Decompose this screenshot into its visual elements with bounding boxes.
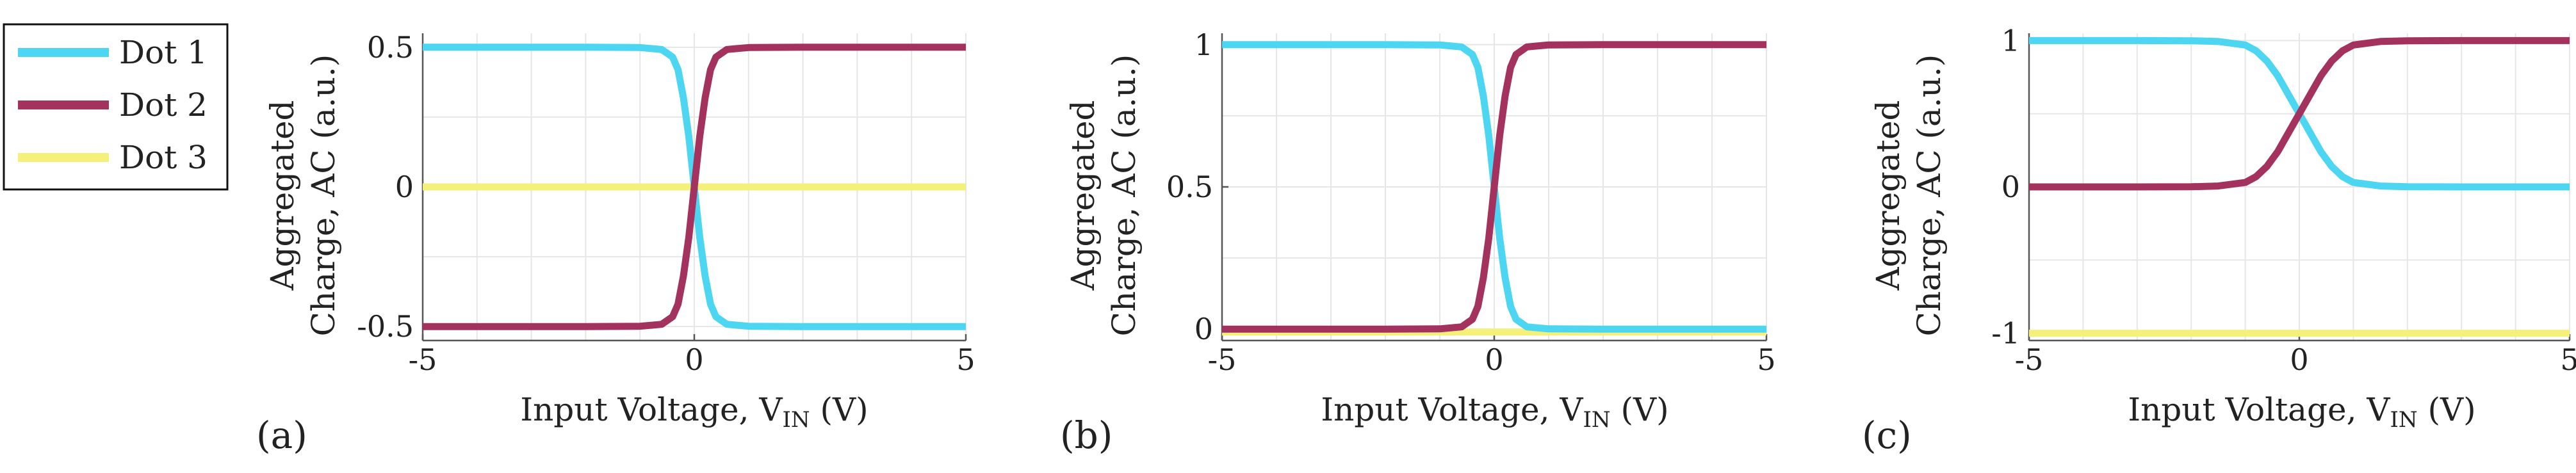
y-axis-title-line1-b: Aggregated — [1064, 100, 1102, 291]
panel-letter-b: (b) — [1060, 413, 1113, 457]
y-axis-title-line1-c: Aggregated — [1870, 100, 1907, 291]
legend-label-dot-3: Dot 3 — [119, 139, 208, 176]
x-axis-title-a: Input Voltage, VIN (V) — [520, 391, 868, 433]
y-axis-title-line2-b: Charge, AC (a.u.) — [1105, 54, 1143, 337]
y-axis-title-line1-a: Aggregated — [264, 100, 301, 291]
x-axis-title-sub-b: IN — [1583, 407, 1610, 433]
series-line-dot-2-a — [423, 44, 966, 330]
x-axis-title-main-b: Input Voltage, V — [1321, 391, 1583, 428]
chart-panel-b: -5 0 500.51 Input Voltage, VIN (V) Aggrega… — [1060, 28, 1776, 457]
plot-area-c: -5 0 5 -1 0 1 — [1991, 23, 2576, 377]
x-tick-label-b-5: 5 — [1757, 342, 1775, 377]
y-axis-title-line2-c: Charge, AC (a.u.) — [1911, 54, 1948, 337]
y-tick-label-c-1: 1 — [2001, 23, 2020, 58]
y-tick-label-c-1: -1 — [1991, 316, 2020, 351]
x-tick-label-a-5: 5 — [956, 342, 975, 377]
x-axis-title-unit-c: (V) — [2418, 391, 2476, 428]
y-axis-title-line2-a: Charge, AC (a.u.) — [305, 54, 342, 337]
x-axis-title-main-a: Input Voltage, V — [520, 391, 783, 428]
x-axis-title-c: Input Voltage, VIN (V) — [2128, 391, 2475, 433]
x-tick-label-c-5: -5 — [2015, 342, 2044, 377]
panel-letter-c: (c) — [1862, 413, 1912, 457]
chart-panel-a: -5 0 5 -0.5 0 0.5 Input Voltage, VIN (V) Aggr… — [256, 30, 975, 457]
y-tick-label-b-1: 1 — [1194, 28, 1213, 62]
y-tick-label-c-0: 0 — [2001, 170, 2020, 204]
x-tick-label-a-5: -5 — [409, 342, 437, 377]
x-tick-label-b-0: 0 — [1485, 342, 1503, 377]
x-axis-title-sub-a: IN — [782, 407, 810, 433]
plot-area-b: -5 0 500.51 — [1166, 28, 1776, 377]
x-tick-label-c-0: 0 — [2290, 342, 2308, 377]
y-tick-label-b-0: 0 — [1194, 312, 1213, 346]
x-tick-label-c-5: 5 — [2560, 342, 2576, 377]
x-axis-title-unit-b: (V) — [1611, 391, 1669, 428]
legend-label-dot-1: Dot 1 — [119, 34, 208, 71]
series-line-dot-2-b — [1222, 41, 1766, 333]
x-tick-label-b-5: -5 — [1208, 342, 1237, 377]
chart-panel-c: -5 0 5 -1 0 1 Input Voltage, VIN (V) Aggregat… — [1862, 23, 2576, 457]
plot-area-a: -5 0 5 -0.5 0 0.5 — [357, 30, 975, 377]
panel-letter-a: (a) — [256, 413, 307, 457]
legend: Dot 1 Dot 2 Dot 3 — [3, 23, 229, 191]
y-tick-label-a-0-5: 0.5 — [367, 30, 414, 65]
x-tick-label-a-0: 0 — [685, 342, 703, 377]
y-tick-label-a-0-5: -0.5 — [357, 309, 414, 344]
x-axis-title-b: Input Voltage, VIN (V) — [1321, 391, 1668, 433]
x-axis-title-unit-a: (V) — [810, 391, 868, 428]
y-tick-label-b-0-5: 0.5 — [1166, 170, 1213, 204]
x-axis-title-sub-c: IN — [2390, 407, 2417, 433]
y-tick-label-a-0: 0 — [395, 170, 414, 204]
legend-label-dot-2: Dot 2 — [119, 86, 208, 124]
x-axis-title-main-c: Input Voltage, V — [2128, 391, 2390, 428]
series-line-dot-2-c — [2029, 36, 2570, 191]
